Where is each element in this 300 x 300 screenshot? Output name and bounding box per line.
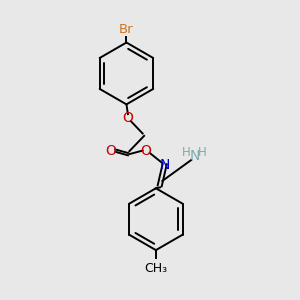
Text: N: N xyxy=(159,158,170,172)
Text: CH₃: CH₃ xyxy=(144,262,167,275)
Text: N: N xyxy=(190,149,200,164)
Text: H: H xyxy=(182,146,191,159)
Text: O: O xyxy=(122,111,134,124)
Text: O: O xyxy=(141,144,152,158)
Text: H: H xyxy=(198,146,207,159)
Text: Br: Br xyxy=(119,23,134,36)
Text: O: O xyxy=(105,144,116,158)
